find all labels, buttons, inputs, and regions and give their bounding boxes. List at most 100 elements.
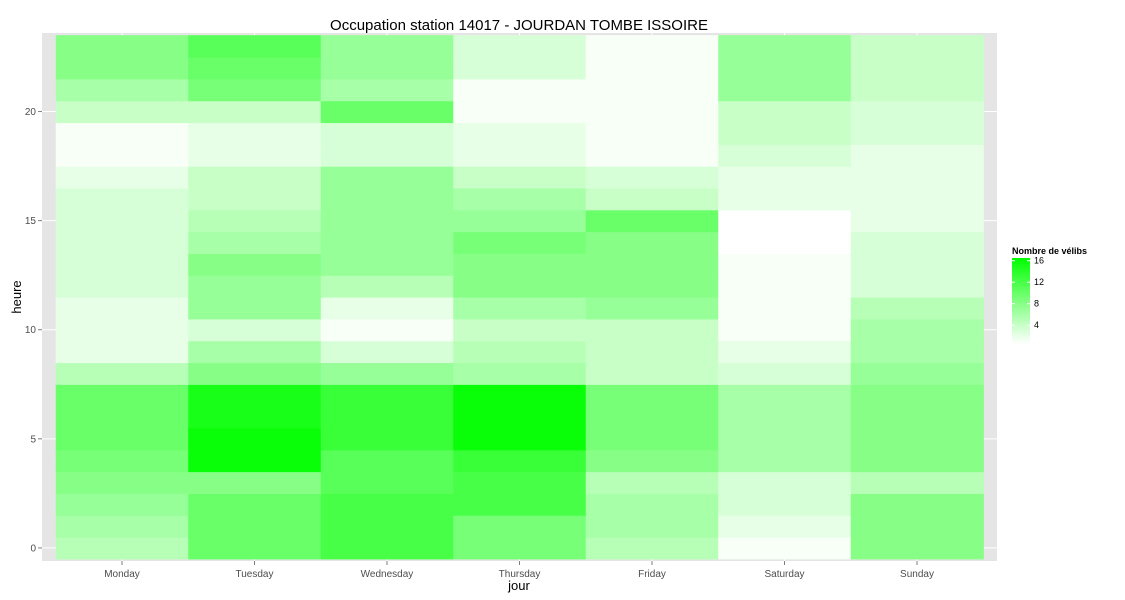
heatmap-cell — [55, 406, 189, 429]
heatmap-cell — [453, 166, 587, 189]
heatmap-cell — [850, 57, 984, 80]
heatmap-cell — [188, 209, 322, 233]
heatmap-cell — [320, 384, 454, 407]
x-axis-title: jour — [507, 578, 530, 593]
heatmap-cell — [320, 275, 454, 298]
y-axis-ticks: 0 5 10 15 20 — [25, 107, 42, 554]
heatmap-cell — [718, 406, 852, 429]
heatmap-cell — [718, 144, 852, 167]
heatmap-cell — [55, 384, 189, 407]
heatmap-cell — [55, 471, 189, 494]
heatmap-cell — [453, 57, 587, 80]
heatmap-cell — [585, 362, 719, 385]
heatmap-cell — [850, 275, 984, 298]
legend-tick-label: 4 — [1034, 320, 1039, 330]
heatmap-cell — [55, 515, 189, 538]
heatmap-cell — [850, 340, 984, 364]
heatmap-cell — [453, 406, 587, 429]
heatmap-cell — [585, 122, 719, 145]
heatmap-cell — [585, 209, 719, 233]
heatmap-cell — [718, 340, 852, 364]
heatmap-cell — [718, 231, 852, 254]
heatmap-cell — [850, 384, 984, 407]
heatmap-cell — [55, 122, 189, 145]
heatmap-cell — [55, 231, 189, 254]
heatmap-cell — [453, 427, 587, 451]
heatmap-cell — [55, 35, 189, 58]
heatmap-cell — [850, 493, 984, 516]
heatmap-cell — [850, 318, 984, 342]
heatmap-cell — [188, 144, 322, 167]
heatmap-cell — [320, 537, 454, 560]
heatmap-cell — [320, 471, 454, 494]
x-tick-label: Tuesday — [236, 569, 274, 580]
heatmap-cell — [585, 35, 719, 58]
heatmap-cell — [718, 209, 852, 233]
heatmap-cell — [718, 275, 852, 298]
heatmap-cell — [718, 78, 852, 102]
heatmap-cell — [850, 406, 984, 429]
heatmap-cell — [453, 231, 587, 254]
heatmap-cell — [320, 187, 454, 211]
heatmap-cell — [850, 427, 984, 451]
heatmap-cell — [585, 275, 719, 298]
heatmap-cell — [320, 209, 454, 233]
heatmap-cell — [320, 362, 454, 385]
x-axis-ticks: Monday Tuesday Wednesday Thursday Friday Satu… — [104, 561, 934, 580]
heatmap-cell — [453, 318, 587, 342]
heatmap-cell — [188, 57, 322, 80]
heatmap-cell — [850, 187, 984, 211]
heatmap-cell — [850, 35, 984, 58]
heatmap-cell — [188, 166, 322, 189]
y-tick-label: 0 — [30, 543, 36, 554]
legend-colorbar — [1012, 258, 1030, 344]
heatmap-cell — [585, 493, 719, 516]
y-tick-label: 5 — [30, 434, 36, 445]
legend-tick-label: 16 — [1034, 256, 1044, 266]
y-tick-label: 15 — [25, 216, 37, 227]
heatmap-cell — [585, 515, 719, 538]
heatmap-cell — [585, 318, 719, 342]
heatmap-cell — [188, 427, 322, 451]
heatmap-cell — [585, 78, 719, 102]
heatmap-cell — [188, 78, 322, 102]
heatmap-cell — [850, 231, 984, 254]
x-tick-label: Wednesday — [361, 569, 414, 580]
heatmap-cell — [320, 122, 454, 145]
heatmap-cell — [850, 362, 984, 385]
heatmap-cell — [188, 471, 322, 494]
y-tick-label: 10 — [25, 325, 37, 336]
heatmap-cell — [718, 449, 852, 473]
heatmap-cell — [320, 297, 454, 320]
heatmap-cell — [320, 231, 454, 254]
heatmap-cell — [55, 297, 189, 320]
heatmap-cell — [585, 449, 719, 473]
heatmap-cell — [453, 78, 587, 102]
heatmap-cell — [320, 253, 454, 276]
heatmap-cell — [585, 231, 719, 254]
heatmap-cell — [585, 297, 719, 320]
x-tick-label: Friday — [638, 569, 666, 580]
heatmap-cell — [453, 493, 587, 516]
heatmap-cell — [850, 144, 984, 167]
heatmap-cell — [188, 384, 322, 407]
heatmap-cell — [718, 362, 852, 385]
heatmap-cell — [188, 537, 322, 560]
heatmap-cell — [718, 100, 852, 124]
heatmap-cell — [453, 144, 587, 167]
heatmap-cell — [850, 471, 984, 494]
heatmap-cell — [453, 449, 587, 473]
heatmap-cell — [55, 318, 189, 342]
heatmap-cell — [453, 297, 587, 320]
heatmap-cell — [188, 493, 322, 516]
heatmap-cell — [55, 166, 189, 189]
heatmap-cell — [585, 384, 719, 407]
heatmap-cell — [585, 340, 719, 364]
heatmap-cell — [188, 275, 322, 298]
heatmap-cell — [188, 187, 322, 211]
heatmap-cell — [585, 253, 719, 276]
heatmap-cell — [585, 57, 719, 80]
heatmap-cell — [188, 406, 322, 429]
heatmap-cell — [55, 362, 189, 385]
